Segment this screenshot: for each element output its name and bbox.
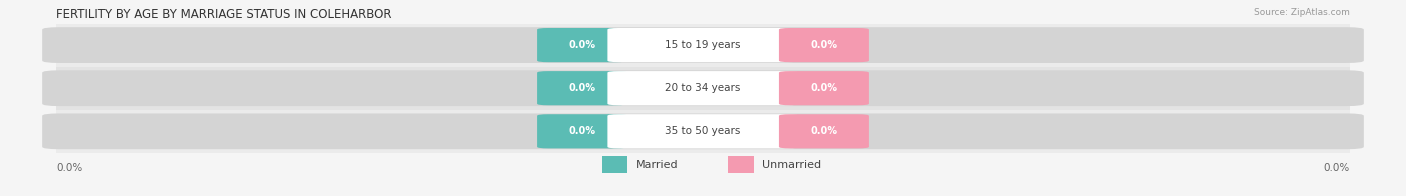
Bar	[56, 110, 1350, 153]
FancyBboxPatch shape	[779, 71, 869, 105]
Text: 0.0%: 0.0%	[810, 40, 838, 50]
FancyBboxPatch shape	[607, 28, 799, 62]
Text: 0.0%: 0.0%	[568, 126, 596, 136]
FancyBboxPatch shape	[728, 156, 754, 173]
Text: 20 to 34 years: 20 to 34 years	[665, 83, 741, 93]
FancyBboxPatch shape	[537, 28, 627, 62]
FancyBboxPatch shape	[42, 27, 1364, 63]
Text: Married: Married	[636, 160, 678, 170]
Text: 0.0%: 0.0%	[56, 163, 83, 173]
FancyBboxPatch shape	[779, 28, 869, 62]
Text: 0.0%: 0.0%	[568, 40, 596, 50]
Bar	[56, 24, 1350, 67]
FancyBboxPatch shape	[602, 156, 627, 173]
Text: Unmarried: Unmarried	[762, 160, 821, 170]
Text: 0.0%: 0.0%	[568, 83, 596, 93]
FancyBboxPatch shape	[537, 114, 627, 148]
Text: 0.0%: 0.0%	[810, 126, 838, 136]
FancyBboxPatch shape	[607, 114, 799, 148]
FancyBboxPatch shape	[537, 71, 627, 105]
Text: 35 to 50 years: 35 to 50 years	[665, 126, 741, 136]
FancyBboxPatch shape	[42, 70, 1364, 106]
Text: 0.0%: 0.0%	[1323, 163, 1350, 173]
Text: Source: ZipAtlas.com: Source: ZipAtlas.com	[1254, 8, 1350, 17]
Text: 0.0%: 0.0%	[810, 83, 838, 93]
FancyBboxPatch shape	[42, 113, 1364, 149]
Bar	[56, 67, 1350, 110]
FancyBboxPatch shape	[607, 71, 799, 105]
Text: 15 to 19 years: 15 to 19 years	[665, 40, 741, 50]
Text: FERTILITY BY AGE BY MARRIAGE STATUS IN COLEHARBOR: FERTILITY BY AGE BY MARRIAGE STATUS IN C…	[56, 8, 392, 21]
FancyBboxPatch shape	[779, 114, 869, 148]
